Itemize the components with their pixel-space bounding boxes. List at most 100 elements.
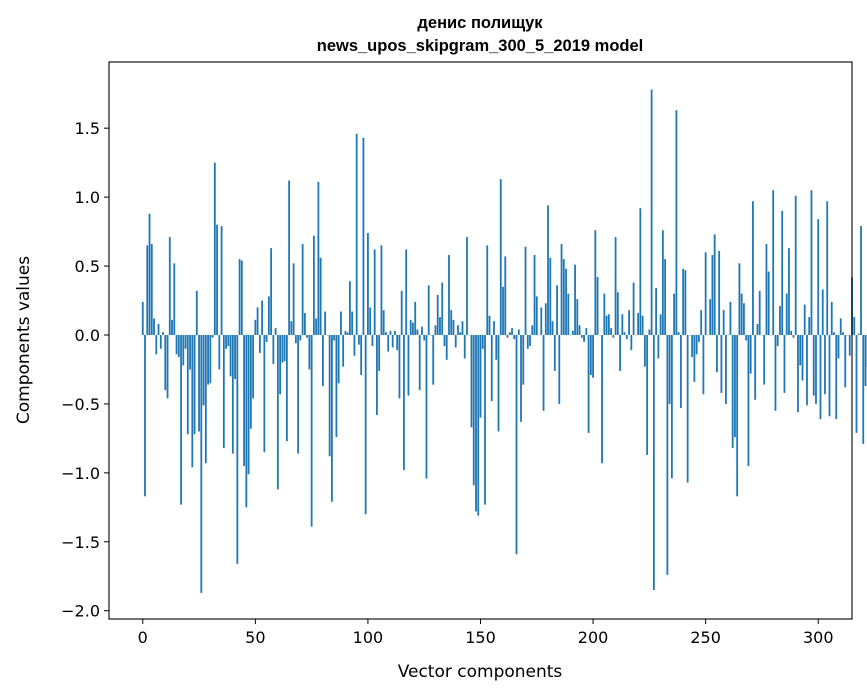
bar (200, 334, 203, 593)
bar (193, 334, 196, 435)
bar (470, 334, 473, 428)
bar (321, 334, 324, 386)
bar (155, 334, 158, 355)
bar (247, 334, 250, 475)
bar (806, 334, 808, 406)
bar (448, 255, 450, 335)
bar (641, 315, 644, 335)
bar (445, 334, 448, 360)
bar (691, 334, 694, 358)
bar (389, 330, 392, 335)
bar (675, 110, 678, 335)
bar (792, 334, 795, 338)
bar (344, 330, 347, 335)
bar (711, 255, 714, 335)
bar (457, 325, 459, 335)
bar (272, 334, 275, 364)
bar (218, 334, 221, 370)
bar (772, 190, 775, 335)
bar (319, 257, 322, 335)
bar (148, 213, 151, 335)
bar (486, 245, 489, 335)
bar (463, 334, 466, 359)
bar (544, 303, 547, 335)
bar (173, 263, 176, 335)
bar (752, 201, 754, 335)
bar (862, 334, 865, 444)
bar (704, 252, 707, 335)
bar (159, 334, 162, 349)
bar (785, 293, 788, 335)
bar (857, 333, 860, 335)
bar (637, 312, 640, 335)
bar (567, 293, 570, 335)
bar (580, 334, 583, 338)
bar (229, 334, 232, 377)
bar (432, 334, 435, 385)
bar (317, 181, 320, 335)
bar (299, 334, 302, 341)
bar (238, 259, 241, 335)
bar (740, 293, 743, 335)
bar (234, 334, 236, 380)
bar (743, 303, 745, 335)
bar (261, 300, 263, 335)
bar (146, 245, 149, 335)
bar (285, 334, 288, 442)
bar (360, 334, 363, 375)
bar (499, 179, 502, 335)
bar (513, 334, 516, 340)
bar (236, 334, 239, 564)
bar (281, 334, 284, 363)
bar (722, 310, 725, 335)
bar (556, 285, 558, 335)
bar (186, 334, 189, 435)
bar (531, 325, 534, 335)
bar (803, 304, 806, 335)
bar (661, 230, 664, 335)
bar (725, 334, 727, 404)
y-tick-label: −0.5 (61, 395, 100, 414)
bar (819, 334, 822, 420)
bar (290, 321, 293, 335)
bar (628, 310, 630, 335)
bar (729, 301, 732, 335)
bar (826, 201, 829, 335)
bar (367, 232, 369, 335)
bar (495, 334, 498, 360)
bar (452, 319, 455, 335)
bar (204, 334, 207, 464)
bar (659, 314, 662, 335)
bar (157, 323, 160, 335)
bar (459, 332, 462, 335)
bar (621, 314, 624, 335)
bar (695, 334, 698, 355)
bar (337, 334, 340, 384)
bar (441, 282, 444, 335)
bar (679, 334, 682, 409)
x-tick-label: 250 (690, 628, 721, 647)
bar (436, 295, 439, 335)
bar (245, 334, 248, 508)
x-axis-ticks: 0 50 100 150 200 250 300 (138, 619, 834, 647)
bar (308, 334, 311, 370)
bar (535, 296, 538, 335)
bar (682, 268, 685, 335)
bar (839, 318, 842, 335)
y-tick-label: 0.0 (75, 326, 100, 345)
bar (454, 334, 457, 348)
bar (589, 334, 592, 375)
bar (666, 334, 669, 575)
bar (508, 332, 511, 335)
bar (828, 334, 831, 417)
bar (864, 334, 867, 386)
bar (405, 249, 408, 335)
bar (601, 334, 603, 464)
bar (270, 248, 273, 335)
bar (412, 322, 414, 335)
bar (731, 334, 734, 449)
bar (475, 334, 477, 512)
bar (646, 334, 649, 455)
bar (603, 293, 606, 335)
